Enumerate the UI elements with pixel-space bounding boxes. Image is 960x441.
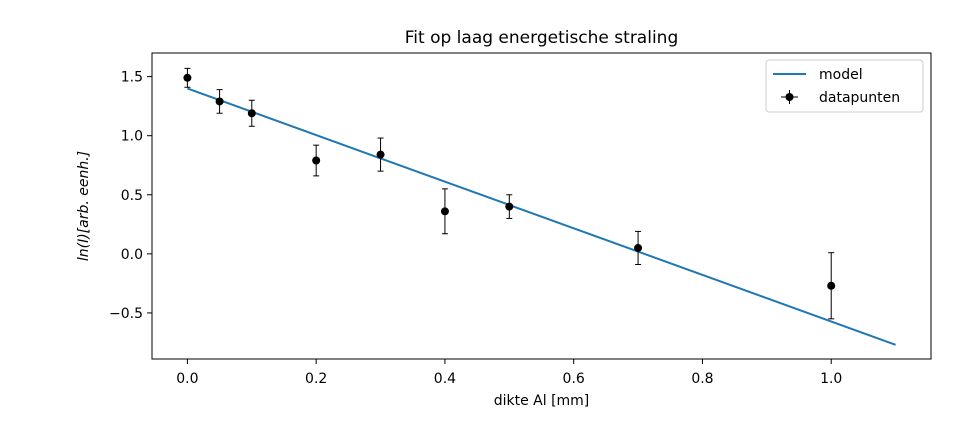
data-marker xyxy=(376,150,385,159)
data-points-layer xyxy=(183,67,836,320)
y-tick-label: 1.5 xyxy=(121,70,143,86)
data-point xyxy=(827,252,836,320)
x-tick-label: 0.6 xyxy=(563,371,585,387)
chart-title: Fit op laag energetische straling xyxy=(405,28,679,48)
data-point xyxy=(440,188,449,235)
data-marker xyxy=(827,281,836,290)
x-tick-label: 0.2 xyxy=(305,371,327,387)
y-tick-label: 1.0 xyxy=(121,129,143,145)
data-marker xyxy=(247,109,256,118)
model-line-layer xyxy=(187,87,896,346)
data-point xyxy=(183,67,192,88)
y-tick-label: 0.5 xyxy=(121,188,143,204)
data-point xyxy=(505,194,514,219)
x-tick-label: 1.0 xyxy=(820,371,842,387)
data-marker xyxy=(505,202,514,211)
legend-model-label: model xyxy=(819,67,863,83)
y-axis: −0.5 0.0 0.5 1.0 1.5 xyxy=(109,70,152,322)
data-marker xyxy=(440,207,449,216)
legend-datapunten-swatch xyxy=(781,90,798,104)
x-axis: 0.0 0.2 0.4 0.6 0.8 1.0 xyxy=(176,359,842,387)
data-marker xyxy=(215,97,224,106)
data-point xyxy=(247,99,256,127)
y-axis-label: ln(I)[arb. eenh.] xyxy=(76,151,92,261)
data-marker xyxy=(634,243,643,252)
data-marker xyxy=(312,156,321,165)
data-point xyxy=(215,89,224,114)
legend-datapunten-label: datapunten xyxy=(819,90,900,106)
x-axis-label: dikte Al [mm] xyxy=(494,393,590,409)
model-line xyxy=(187,87,896,346)
y-tick-label: −0.5 xyxy=(109,306,143,322)
x-tick-label: 0.4 xyxy=(434,371,456,387)
x-tick-label: 0.8 xyxy=(691,371,713,387)
y-tick-label: 0.0 xyxy=(121,247,143,263)
data-point xyxy=(634,230,643,265)
data-point xyxy=(312,144,321,177)
plot-frame xyxy=(151,52,932,360)
legend: model datapunten xyxy=(765,59,924,113)
data-marker xyxy=(183,73,192,82)
x-tick-label: 0.0 xyxy=(176,371,198,387)
data-point xyxy=(376,137,385,172)
